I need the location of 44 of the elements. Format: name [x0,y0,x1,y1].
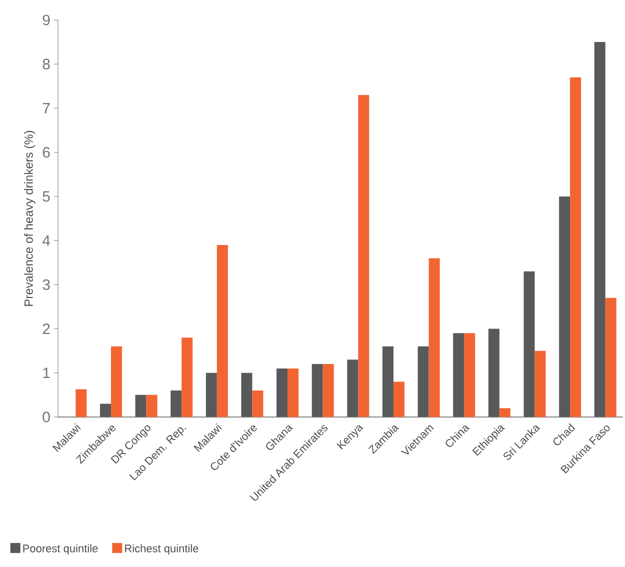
bar [453,333,464,417]
y-axis-title: Prevalence of heavy drinkers (%) [24,130,36,306]
bar [146,394,158,417]
bar [135,394,146,417]
bar [100,404,111,417]
bar [418,346,429,417]
y-tick-label: 6 [42,147,50,158]
bar [534,350,546,417]
bar [393,382,404,417]
y-tick-label: 0 [42,412,50,422]
y-tick-label: 4 [42,235,50,246]
y-tick-label: 8 [42,58,50,70]
legend-label: Poorest quintile [23,544,98,554]
bar [76,389,87,417]
bar [241,372,252,417]
bar [559,196,570,417]
bar [170,390,182,417]
y-tick-label: 3 [42,279,50,290]
bar [464,333,476,417]
bar [322,364,334,417]
y-tick-label: 1 [43,368,50,378]
bar [206,372,217,417]
bar [382,346,394,417]
y-tick-label: 7 [42,103,50,114]
bar [312,364,323,417]
bar [276,368,288,417]
bar [594,42,606,417]
bar [570,77,582,417]
bar [288,368,299,417]
bar [182,338,193,417]
legend-label: Richest quintile [125,544,198,554]
y-tick-label: 9 [42,14,50,26]
y-tick-label: 5 [42,191,50,202]
y-tick-label: 2 [42,324,50,334]
bar [524,271,535,417]
bar [428,258,440,417]
bar [110,346,122,417]
bar [605,298,616,417]
bar [488,328,500,417]
bar [252,390,264,417]
bar [499,408,510,417]
bar [358,94,370,417]
bar [347,360,358,417]
bar [216,244,228,417]
